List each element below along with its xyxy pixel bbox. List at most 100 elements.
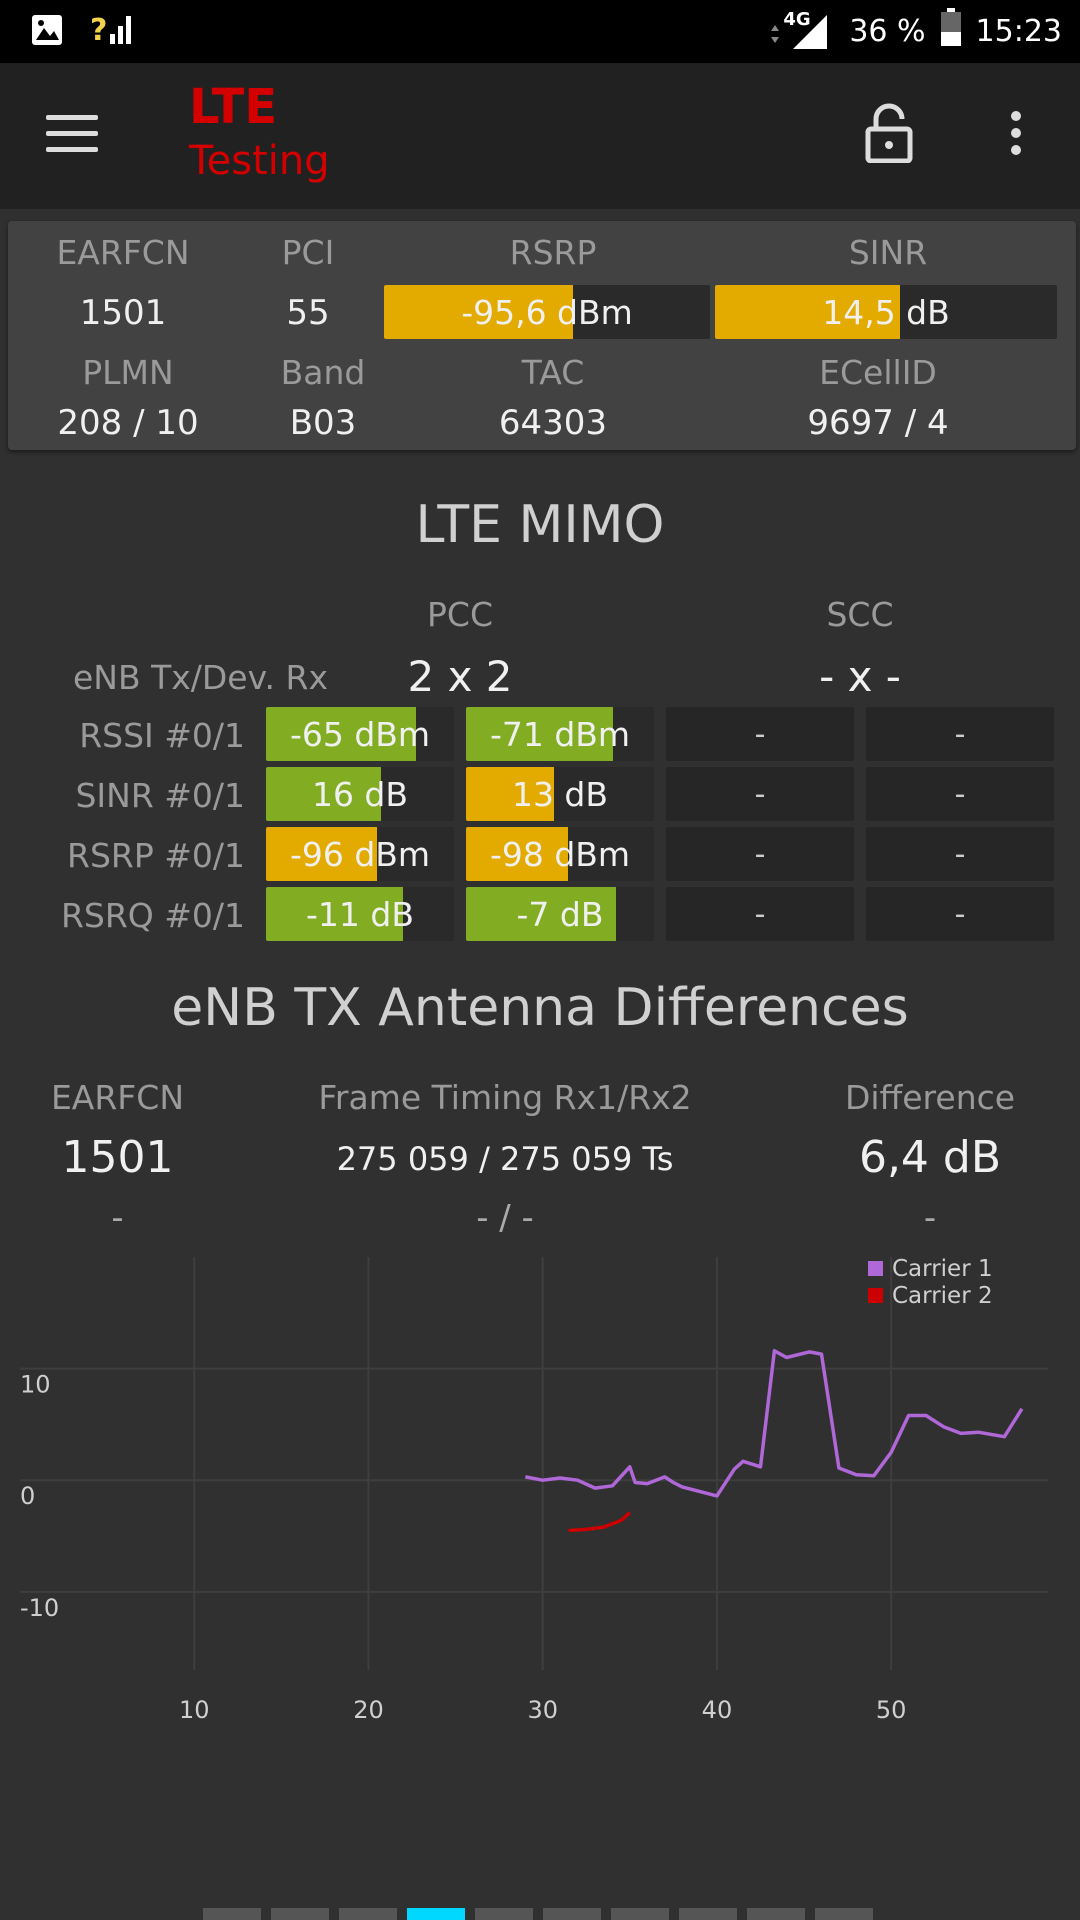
rsrp-bar: -95,6 dBm xyxy=(384,285,710,339)
pci-value: 55 xyxy=(286,293,330,333)
page-dot[interactable] xyxy=(203,1908,261,1920)
sinr-value: 14,5 dB xyxy=(822,292,950,332)
sinr-bar-fill xyxy=(715,285,900,339)
mimo-pcc0-fill xyxy=(266,827,377,881)
difference-label: Difference xyxy=(844,1078,1016,1117)
legend-swatch xyxy=(868,1288,883,1303)
mimo-pcc1-value: -7 dB xyxy=(516,894,604,934)
mimo-pcc1-bar: 13 dB xyxy=(466,767,654,821)
antenna-earfcn-label: EARFCN xyxy=(50,1078,185,1117)
signal-unknown-icon: ? xyxy=(90,12,134,52)
antenna-difference-chart: 10 20 30 40 50 10 0 -10 Carrier 1 Carrier 2 xyxy=(0,1245,1080,1745)
x-tick-label: 20 xyxy=(353,1696,384,1724)
legend-label: Carrier 2 xyxy=(892,1283,993,1309)
scc-label: SCC xyxy=(826,595,894,634)
hamburger-menu-icon[interactable] xyxy=(46,115,98,155)
tac-value: 64303 xyxy=(498,403,608,443)
mimo-pcc1-fill xyxy=(466,767,555,821)
x-tick-label: 50 xyxy=(876,1696,907,1724)
mimo-row-label: RSRQ #0/1 xyxy=(60,896,245,935)
mimo-scc1-value: - xyxy=(866,767,1054,821)
rsrp-bar-fill xyxy=(384,285,574,339)
svg-text:?: ? xyxy=(90,13,107,48)
legend-label: Carrier 1 xyxy=(892,1256,993,1282)
page-dot[interactable] xyxy=(815,1908,873,1920)
page-dot[interactable] xyxy=(747,1908,805,1920)
difference-value-2: - xyxy=(923,1198,937,1238)
y-tick-label: 10 xyxy=(20,1371,51,1399)
mimo-pcc1-fill xyxy=(466,887,617,941)
lock-icon[interactable] xyxy=(864,103,914,167)
band-value: B03 xyxy=(289,403,357,443)
mimo-pcc1-bar: -98 dBm xyxy=(466,827,654,881)
mimo-row-label: RSSI #0/1 xyxy=(79,716,245,755)
rsrp-value: -95,6 dBm xyxy=(461,292,633,332)
mimo-scc0-value: - xyxy=(666,827,854,881)
mimo-scc1-value: - xyxy=(866,827,1054,881)
sinr-label: SINR xyxy=(848,233,928,272)
page-dot[interactable] xyxy=(339,1908,397,1920)
mimo-pcc0-bar: -96 dBm xyxy=(266,827,454,881)
series-line-2 xyxy=(568,1511,631,1533)
difference-value: 6,4 dB xyxy=(858,1132,1002,1183)
mimo-row-label: RSRP #0/1 xyxy=(67,836,245,875)
pcc-label: PCC xyxy=(427,595,493,634)
more-vert-icon[interactable] xyxy=(1004,111,1028,159)
mimo-pcc1-bar: -7 dB xyxy=(466,887,654,941)
mimo-pcc0-bar: -11 dB xyxy=(266,887,454,941)
legend-swatch xyxy=(868,1261,883,1276)
mimo-pcc1-value: 13 dB xyxy=(511,774,609,814)
page-indicator xyxy=(203,1908,873,1920)
earfcn-value: 1501 xyxy=(79,293,167,333)
mimo-scc0-value: - xyxy=(666,707,854,761)
band-label: Band xyxy=(280,353,366,392)
antenna-earfcn-value: 1501 xyxy=(61,1132,174,1183)
frame-timing-value: 275 059 / 275 059 Ts xyxy=(336,1140,674,1178)
clock: 15:23 xyxy=(975,13,1062,49)
frame-timing-label: Frame Timing Rx1/Rx2 xyxy=(318,1078,692,1117)
ecellid-value: 9697 / 4 xyxy=(807,403,949,443)
page-dot[interactable] xyxy=(271,1908,329,1920)
x-tick-label: 30 xyxy=(527,1696,558,1724)
rsrp-label: RSRP xyxy=(509,233,597,272)
earfcn-label: EARFCN xyxy=(56,233,190,272)
page-dot[interactable] xyxy=(543,1908,601,1920)
tac-label: TAC xyxy=(521,353,585,392)
status-bar: ? 4G 36 % 15:23 xyxy=(0,0,1080,63)
txrx-label: eNB Tx/Dev. Rx xyxy=(72,658,328,697)
scc-txrx-value: - x - xyxy=(819,652,901,701)
mimo-title: LTE MIMO xyxy=(415,495,665,555)
mimo-pcc0-fill xyxy=(266,707,417,761)
mimo-pcc1-fill xyxy=(466,827,568,881)
y-tick-label: -10 xyxy=(20,1594,59,1622)
x-tick-label: 40 xyxy=(702,1696,733,1724)
app-title-main: LTE xyxy=(189,79,278,135)
app-bar: LTE Testing xyxy=(0,63,1080,209)
battery-label: 36 % xyxy=(849,13,926,49)
page-dot[interactable] xyxy=(475,1908,533,1920)
image-notification-icon xyxy=(30,13,64,51)
mimo-pcc0-value: -96 dBm xyxy=(289,834,431,874)
mimo-pcc0-bar: 16 dB xyxy=(266,767,454,821)
app-title-sub: Testing xyxy=(189,138,330,184)
mimo-row-label: SINR #0/1 xyxy=(75,776,245,815)
mimo-scc1-value: - xyxy=(866,887,1054,941)
battery-icon xyxy=(940,8,962,54)
antenna-title: eNB TX Antenna Differences xyxy=(171,978,909,1038)
mimo-pcc0-fill xyxy=(266,887,404,941)
page-dot[interactable] xyxy=(679,1908,737,1920)
frame-timing-value-2: - / - xyxy=(476,1198,534,1238)
x-tick-label: 10 xyxy=(179,1696,210,1724)
mobile-data-icon: 4G xyxy=(765,9,835,53)
mimo-pcc1-bar: -71 dBm xyxy=(466,707,654,761)
mimo-pcc0-fill xyxy=(266,767,381,821)
mimo-pcc0-bar: -65 dBm xyxy=(266,707,454,761)
series-line-1 xyxy=(524,1349,1024,1498)
mimo-scc1-value: - xyxy=(866,707,1054,761)
mimo-scc0-value: - xyxy=(666,767,854,821)
mimo-pcc0-value: 16 dB xyxy=(311,774,409,814)
plmn-value: 208 / 10 xyxy=(57,403,199,443)
page-dot-active[interactable] xyxy=(407,1908,465,1920)
ecellid-label: ECellID xyxy=(819,353,937,392)
page-dot[interactable] xyxy=(611,1908,669,1920)
